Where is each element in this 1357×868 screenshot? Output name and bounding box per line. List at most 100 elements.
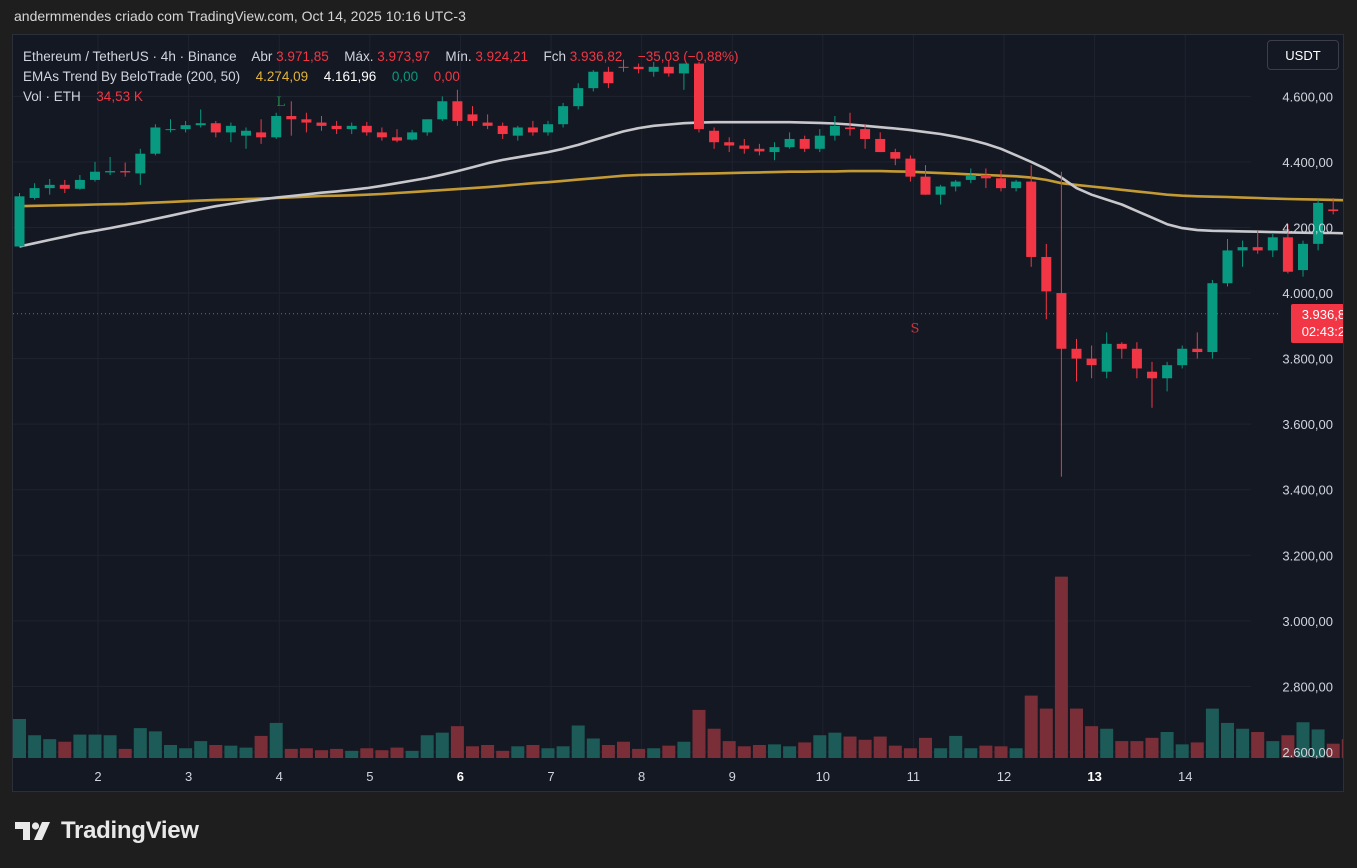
volume-bar — [783, 746, 797, 758]
candle-body — [512, 127, 523, 136]
volume-bar — [435, 732, 449, 758]
time-axis-label: 7 — [547, 769, 554, 784]
price-axis-label: 4.200,00 — [1282, 220, 1333, 235]
candle-body — [633, 66, 644, 70]
candle-body — [845, 127, 855, 130]
volume-bar — [752, 745, 766, 758]
volume-legend-row[interactable]: Vol · ETH 34,53 K — [23, 87, 738, 107]
volume-bar — [1341, 739, 1343, 758]
candle-body — [1011, 181, 1022, 189]
time-axis[interactable]: 2 3 4 5 6 7 8 9 10 11 12 13 14 — [94, 769, 1192, 784]
volume-bar — [873, 736, 887, 758]
candle-body — [180, 125, 191, 130]
volume-bar — [1251, 732, 1265, 758]
currency-button[interactable]: USDT — [1267, 40, 1339, 70]
volume-bar — [737, 746, 751, 758]
brand-logo[interactable]: TradingView — [15, 816, 199, 846]
candle-body — [1101, 343, 1112, 372]
candlestick-chart[interactable]: LS 2.600,002.800,003.000,003.200,003.400… — [13, 35, 1343, 791]
price-axis-label: 4.400,00 — [1282, 155, 1333, 170]
candle-body — [663, 66, 674, 74]
price-axis-label: 2.600,00 — [1282, 745, 1333, 760]
candle-body — [1086, 358, 1097, 366]
price-axis[interactable]: 2.600,00 2.800,00 3.000,00 3.200,00 3.400,00… — [1282, 89, 1333, 760]
chart-legend: Ethereum / TetherUS · 4h · Binance Abr 3… — [23, 47, 738, 107]
candle-body — [1071, 348, 1082, 359]
candle-body — [799, 138, 810, 149]
volume-bar — [450, 726, 464, 758]
volume-bar — [1070, 708, 1083, 758]
candle-body — [1131, 348, 1142, 369]
volume-bar — [269, 722, 283, 758]
candle-body — [392, 137, 402, 141]
volume-bar — [284, 748, 298, 758]
volume-bar — [768, 744, 781, 758]
volume-bar — [375, 750, 389, 758]
candle-body — [678, 63, 689, 74]
volume-bar — [722, 741, 736, 758]
price-axis-label: 3.000,00 — [1282, 614, 1333, 629]
candle-body — [905, 158, 916, 177]
volume-bar — [345, 750, 359, 758]
candle-body — [1252, 247, 1263, 251]
time-axis-label: 9 — [729, 769, 736, 784]
volume-bar — [1145, 737, 1159, 758]
candle-body — [422, 119, 433, 133]
indicator-legend-row[interactable]: EMAs Trend By BeloTrade (200, 50) 4.274,… — [23, 67, 738, 87]
volume-bar — [88, 734, 102, 758]
candle-body — [1328, 209, 1339, 212]
candle-body — [1116, 343, 1127, 349]
volume-bar — [632, 748, 646, 758]
candle-body — [316, 122, 327, 126]
price-axis-label: 2.800,00 — [1282, 679, 1333, 694]
ema-50-series — [19, 120, 1343, 248]
candle-body — [195, 123, 206, 126]
candle-body — [241, 130, 251, 136]
symbol-legend-row[interactable]: Ethereum / TetherUS · 4h · Binance Abr 3… — [23, 47, 738, 67]
candle-body — [1041, 256, 1052, 292]
tradingview-logo-icon — [15, 822, 50, 840]
low-value: 3.924,21 — [475, 49, 528, 64]
candle-body — [648, 66, 659, 72]
volume-bar — [1130, 741, 1144, 758]
candle-body — [286, 116, 297, 120]
candle-body — [1056, 293, 1067, 349]
candle-body — [950, 181, 961, 187]
volume-bar — [1054, 576, 1068, 758]
candle-body — [135, 153, 146, 174]
candle-body — [965, 175, 976, 180]
volume-bar — [1009, 748, 1023, 758]
buy-signal-marker: L — [276, 95, 285, 110]
volume-bar — [118, 748, 132, 758]
open-value: 3.971,85 — [276, 49, 329, 64]
signal-value-2: 0,00 — [433, 69, 460, 84]
volume-bar — [405, 750, 419, 758]
candle-body — [256, 132, 267, 138]
volume-bar — [133, 728, 147, 758]
candle-body — [361, 125, 372, 133]
candle-body — [1267, 237, 1278, 251]
low-label: Mín. — [445, 49, 472, 64]
candle-body — [784, 138, 795, 148]
volume-bar — [1205, 708, 1219, 758]
volume-bar — [466, 746, 479, 758]
signal-markers: LS — [276, 95, 919, 336]
volume-bar — [903, 748, 917, 758]
time-axis-label: 3 — [185, 769, 192, 784]
candle-body — [105, 171, 116, 173]
volume-bar — [707, 728, 721, 758]
candle-body — [497, 125, 508, 135]
candle-body — [150, 127, 161, 154]
high-value: 3.973,97 — [377, 49, 430, 64]
volume-bar — [964, 748, 978, 758]
candle-body — [754, 148, 765, 152]
chart-caption: andermmendes criado com TradingView.com,… — [14, 8, 466, 24]
volume-bar — [1281, 735, 1295, 758]
candle-body — [860, 129, 871, 139]
candle-body — [90, 171, 100, 180]
volume-bar — [1024, 695, 1038, 758]
volume-bar — [1266, 741, 1280, 758]
volume-bar — [420, 735, 434, 758]
candle-body — [1026, 181, 1037, 257]
